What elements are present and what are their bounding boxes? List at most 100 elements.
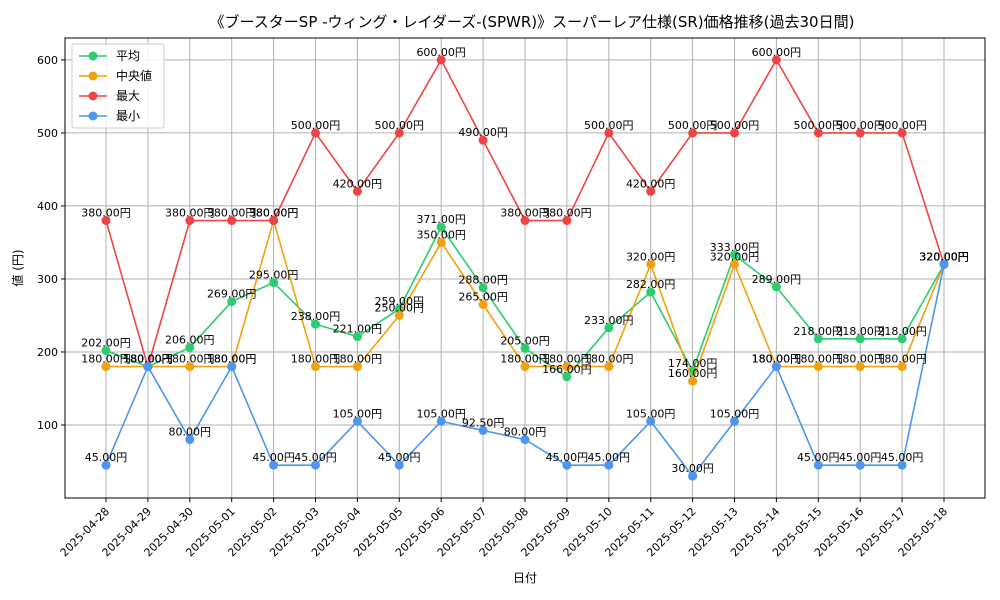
data-label: 380.00円 bbox=[500, 207, 550, 220]
data-point bbox=[897, 334, 907, 344]
data-label: 320.00円 bbox=[919, 250, 969, 263]
data-label: 105.00円 bbox=[710, 407, 760, 420]
data-point bbox=[855, 334, 865, 344]
data-label: 250.00円 bbox=[375, 301, 425, 314]
data-label: 320.00円 bbox=[919, 250, 969, 263]
data-point bbox=[688, 128, 698, 138]
data-label: 92.50円 bbox=[462, 416, 505, 429]
data-label: 45.00円 bbox=[839, 451, 882, 464]
data-label: 30.00円 bbox=[671, 462, 714, 475]
data-point bbox=[227, 362, 237, 372]
data-label: 600.00円 bbox=[752, 46, 802, 59]
data-point bbox=[101, 362, 111, 372]
data-point bbox=[897, 128, 907, 138]
data-point bbox=[394, 310, 404, 320]
data-point bbox=[562, 372, 572, 382]
data-label: 233.00円 bbox=[584, 314, 634, 327]
data-point bbox=[771, 362, 781, 372]
y-axis-label: 値 (円) bbox=[10, 249, 25, 286]
data-point bbox=[101, 460, 111, 470]
data-point bbox=[562, 460, 572, 470]
data-point bbox=[352, 332, 362, 342]
data-point bbox=[101, 346, 111, 356]
data-label: 380.00円 bbox=[249, 207, 299, 220]
data-label: 333.00円 bbox=[710, 241, 760, 254]
data-label: 180.00円 bbox=[835, 353, 885, 366]
y-tick-label: 400 bbox=[37, 200, 58, 213]
data-point bbox=[311, 128, 320, 138]
data-label: 180.00円 bbox=[794, 353, 844, 366]
data-point bbox=[897, 460, 907, 470]
data-point bbox=[813, 128, 823, 138]
data-label: 320.00円 bbox=[919, 250, 969, 263]
data-label: 180.00円 bbox=[584, 353, 634, 366]
data-point bbox=[855, 128, 865, 138]
data-label: 295.00円 bbox=[249, 269, 299, 282]
data-point bbox=[352, 416, 362, 426]
data-label: 180.00円 bbox=[752, 353, 802, 366]
data-label: 45.00円 bbox=[378, 451, 421, 464]
data-point bbox=[269, 460, 279, 470]
data-point bbox=[939, 259, 949, 269]
data-point bbox=[311, 460, 320, 470]
data-label: 218.00円 bbox=[877, 325, 927, 338]
data-point bbox=[520, 362, 530, 372]
data-label: 420.00円 bbox=[626, 177, 676, 190]
data-point bbox=[604, 362, 614, 372]
data-point bbox=[311, 319, 320, 329]
data-label: 218.00円 bbox=[794, 325, 844, 338]
data-label: 320.00円 bbox=[626, 250, 676, 263]
data-label: 500.00円 bbox=[668, 119, 718, 132]
data-label: 180.00円 bbox=[123, 353, 173, 366]
legend-label: 最大 bbox=[116, 89, 140, 103]
data-label: 174.00円 bbox=[668, 357, 718, 370]
data-point bbox=[813, 460, 823, 470]
y-axis: 100 200 300 400 500 600 bbox=[37, 54, 65, 432]
data-label: 420.00円 bbox=[333, 177, 383, 190]
data-label: 320.00円 bbox=[919, 250, 969, 263]
x-axis: 2025-04-282025-04-292025-04-302025-05-01… bbox=[58, 498, 950, 559]
data-label: 180.00円 bbox=[291, 353, 341, 366]
data-label: 289.00円 bbox=[752, 273, 802, 286]
y-tick-label: 100 bbox=[37, 419, 58, 432]
data-label: 500.00円 bbox=[584, 119, 634, 132]
chart-title: 《ブースターSP -ウィング・レイダーズ-(SPWR)》スーパーレア仕様(SR)… bbox=[210, 13, 855, 31]
data-label: 380.00円 bbox=[81, 207, 131, 220]
data-label: 45.00円 bbox=[294, 451, 337, 464]
data-point bbox=[227, 216, 237, 226]
data-label: 500.00円 bbox=[835, 119, 885, 132]
data-label: 500.00円 bbox=[291, 119, 341, 132]
data-label: 45.00円 bbox=[252, 451, 295, 464]
data-label: 221.00円 bbox=[333, 323, 383, 336]
data-label: 500.00円 bbox=[794, 119, 844, 132]
data-point bbox=[730, 250, 739, 260]
data-point bbox=[562, 362, 572, 372]
data-label: 45.00円 bbox=[85, 451, 128, 464]
data-point bbox=[185, 435, 195, 445]
data-point bbox=[730, 259, 739, 269]
data-label: 206.00円 bbox=[165, 334, 215, 347]
data-point bbox=[771, 55, 781, 65]
data-point bbox=[520, 435, 530, 445]
data-label: 180.00円 bbox=[165, 353, 215, 366]
data-point bbox=[646, 416, 656, 426]
data-point bbox=[436, 222, 446, 232]
data-point bbox=[394, 460, 404, 470]
data-point bbox=[688, 471, 698, 481]
data-label: 45.00円 bbox=[797, 451, 840, 464]
data-point bbox=[730, 416, 739, 426]
data-label: 80.00円 bbox=[169, 426, 212, 439]
data-label: 166.00円 bbox=[542, 363, 592, 376]
data-point bbox=[646, 287, 656, 297]
data-point bbox=[855, 460, 865, 470]
data-label: 259.00円 bbox=[375, 295, 425, 308]
data-label: 500.00円 bbox=[877, 119, 927, 132]
legend-box bbox=[71, 43, 165, 129]
data-point bbox=[520, 216, 530, 226]
data-point bbox=[604, 128, 614, 138]
data-point bbox=[394, 128, 404, 138]
data-point bbox=[604, 323, 614, 333]
data-label: 45.00円 bbox=[881, 451, 924, 464]
